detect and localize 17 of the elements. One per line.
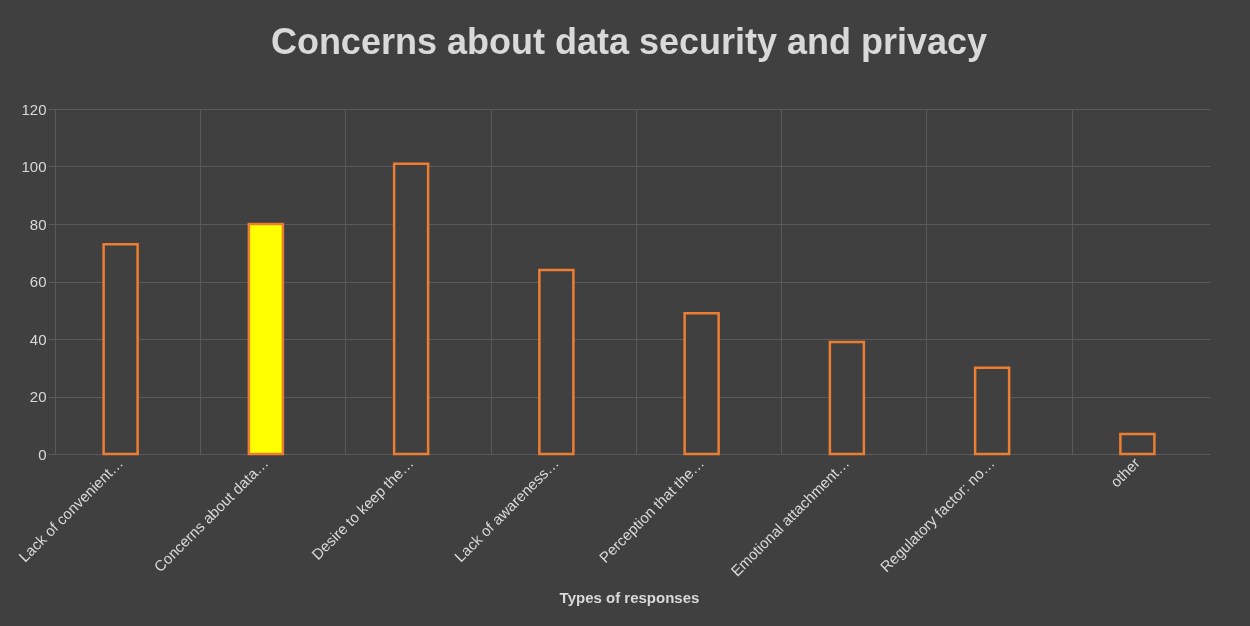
- bar: [973, 366, 1011, 456]
- bar: [538, 268, 575, 456]
- bar: [1119, 432, 1156, 456]
- y-tick-label: 20: [29, 388, 47, 405]
- bar: [247, 222, 285, 456]
- y-tick-label: 60: [29, 273, 47, 290]
- y-tick-label: 0: [38, 445, 47, 463]
- bar: [828, 340, 866, 456]
- y-tick-label: 120: [21, 100, 47, 118]
- y-tick-label: 40: [29, 330, 47, 348]
- x-axis-title: Types of responses: [559, 589, 700, 607]
- chart-title: Concerns about data security and privacy: [270, 21, 988, 62]
- bar: [683, 311, 720, 456]
- y-tick-label: 80: [29, 215, 47, 233]
- y-tick-label: 100: [21, 158, 47, 175]
- bar: [102, 242, 139, 456]
- bar: [392, 162, 430, 456]
